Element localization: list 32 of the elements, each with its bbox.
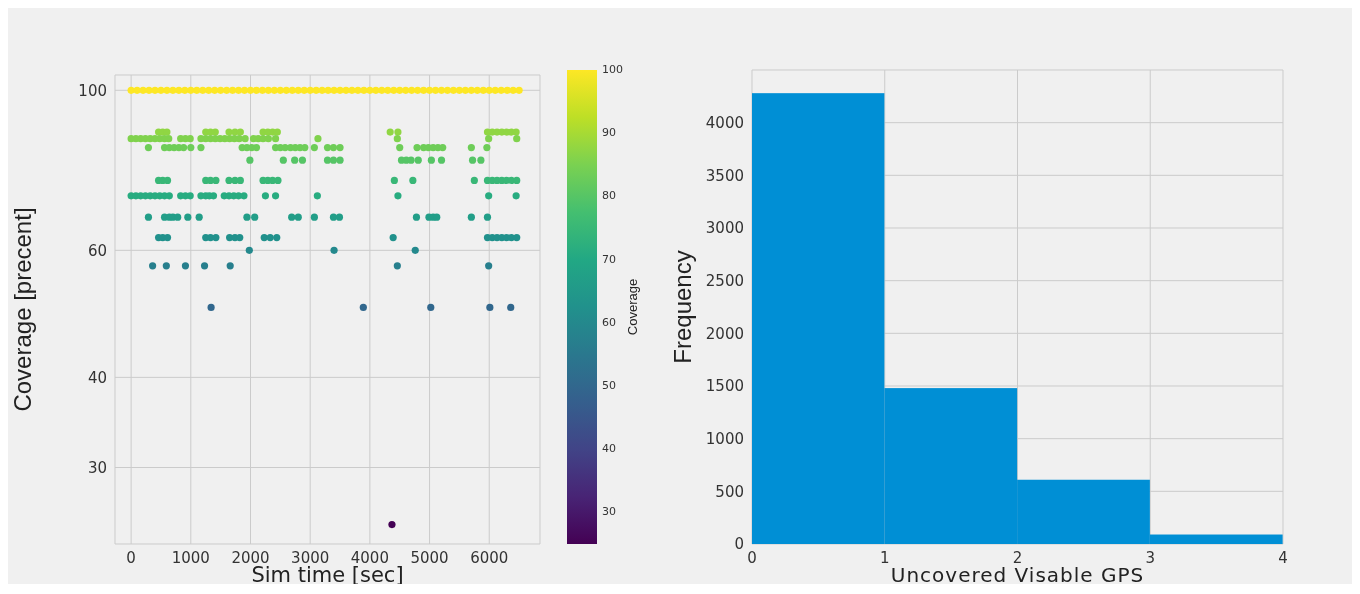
y-tick-label: 500 bbox=[715, 482, 744, 501]
x-tick-label: 3 bbox=[1145, 548, 1156, 567]
y-axis-title: Coverage [precent] bbox=[8, 207, 36, 412]
color-bar-label: 100 bbox=[602, 63, 623, 76]
y-tick-label: 100 bbox=[78, 81, 107, 100]
y-tick-label: 4000 bbox=[705, 113, 744, 132]
color-bar-label: 60 bbox=[602, 315, 616, 329]
color-bar-title: Coverage bbox=[625, 278, 640, 336]
color-bar-label: 70 bbox=[602, 252, 616, 266]
y-tick-label: 0 bbox=[734, 535, 744, 554]
x-tick-label: 4 bbox=[1278, 548, 1288, 567]
y-axis-title: Frequency bbox=[668, 250, 696, 364]
y-tick-label: 40 bbox=[87, 368, 107, 387]
y-tick-label: 3500 bbox=[705, 166, 744, 185]
x-tick-label: 1 bbox=[879, 548, 890, 567]
y-tick-label: 3000 bbox=[705, 219, 744, 238]
y-tick-label: 30 bbox=[87, 458, 107, 477]
color-bar-label: 40 bbox=[602, 442, 616, 456]
x-tick-label: 5000 bbox=[410, 548, 449, 567]
y-tick-label: 60 bbox=[87, 241, 107, 260]
x-tick-label: 1000 bbox=[171, 548, 210, 567]
y-tick-label: 1000 bbox=[705, 429, 744, 448]
y-tick-label: 1500 bbox=[705, 377, 744, 396]
color-bar-label: 80 bbox=[602, 189, 616, 203]
y-tick-label: 2500 bbox=[705, 271, 744, 290]
x-tick-label: 0 bbox=[126, 548, 136, 567]
x-tick-label: 0 bbox=[747, 548, 757, 567]
x-tick-label: 6000 bbox=[470, 548, 509, 567]
color-bar-label: 50 bbox=[602, 379, 616, 392]
color-bar-label: 90 bbox=[602, 126, 616, 140]
y-tick-label: 2000 bbox=[705, 324, 744, 343]
color-bar-label: 30 bbox=[602, 505, 616, 519]
